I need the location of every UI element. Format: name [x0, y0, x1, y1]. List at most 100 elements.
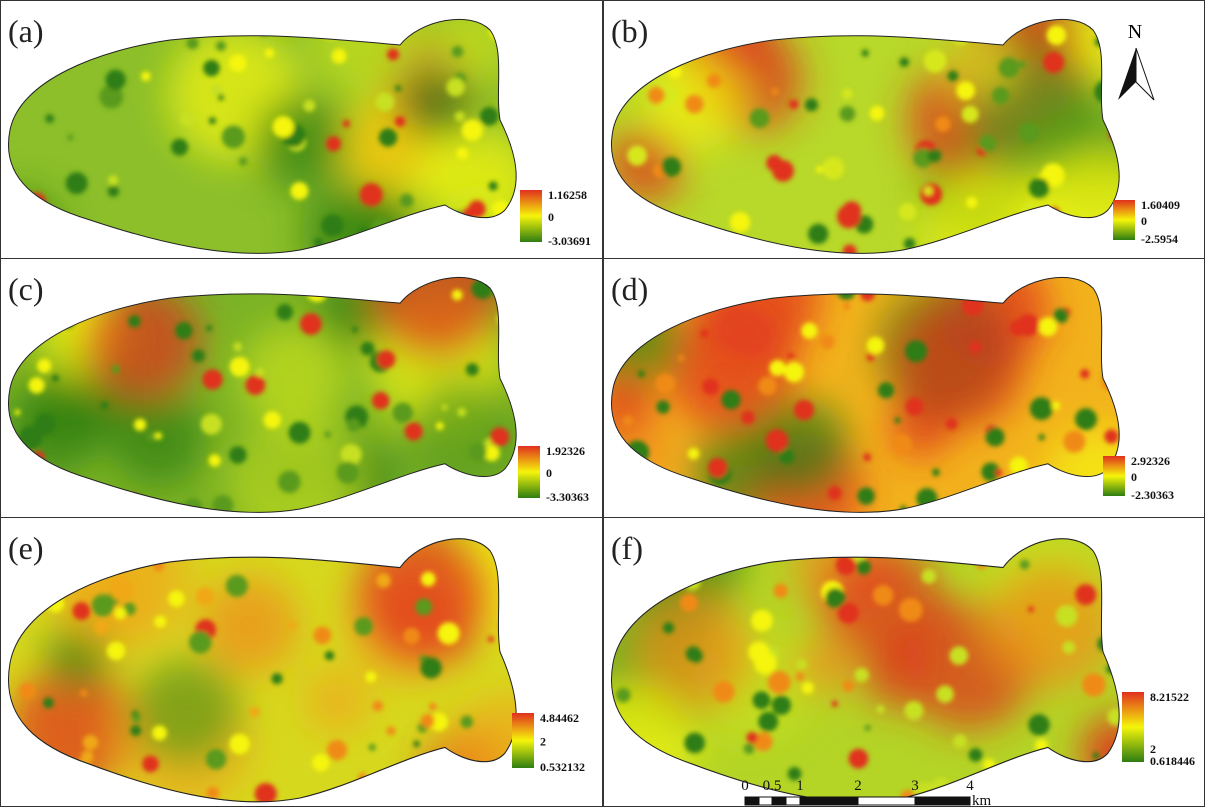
legend-max: 1.92326: [546, 444, 585, 458]
spot: [271, 673, 282, 684]
panel-label: (a): [8, 13, 44, 49]
spot: [630, 74, 640, 84]
spot: [927, 149, 941, 163]
legend-min: -3.30363: [546, 490, 589, 504]
spot: [337, 461, 359, 483]
spot: [796, 659, 806, 669]
spot: [758, 377, 777, 396]
spot: [854, 668, 868, 682]
spot: [837, 205, 861, 229]
spot: [324, 431, 331, 438]
spot: [787, 353, 794, 360]
spot: [654, 780, 671, 797]
spot: [616, 688, 630, 702]
spot: [713, 681, 735, 703]
legend-ramp: [518, 446, 540, 498]
spot: [986, 427, 1005, 446]
spot: [627, 146, 647, 166]
spot: [1075, 408, 1097, 430]
legend-min: -3.03691: [548, 234, 591, 248]
spot: [822, 157, 844, 179]
panel-label: (c): [8, 271, 44, 307]
spot: [300, 313, 322, 335]
spot: [772, 696, 791, 715]
spot: [656, 374, 676, 394]
patch: [200, 576, 298, 674]
spot: [45, 299, 64, 318]
spot: [392, 403, 413, 424]
spot: [730, 212, 751, 233]
spot: [1108, 330, 1129, 351]
spot: [130, 725, 141, 736]
spot: [876, 705, 884, 713]
scale-segment: [786, 797, 800, 805]
scale-segment: [759, 797, 772, 805]
spot: [352, 496, 374, 518]
spot: [638, 370, 645, 377]
spot: [840, 106, 856, 122]
spot: [80, 689, 87, 696]
spot: [1097, 636, 1113, 652]
spot: [956, 81, 975, 100]
arrow-right: [1136, 48, 1154, 100]
spot: [674, 34, 680, 40]
spot: [277, 304, 293, 320]
spot: [894, 417, 900, 423]
spot: [856, 560, 871, 575]
scale-label: 1: [796, 778, 804, 794]
spot: [680, 594, 698, 612]
spot: [682, 502, 690, 510]
spot: [152, 725, 167, 740]
spot: [457, 408, 466, 417]
spot: [94, 620, 108, 634]
spot: [1109, 129, 1120, 140]
spot: [816, 166, 823, 173]
patch: [430, 0, 519, 87]
spot: [72, 303, 85, 316]
spot: [663, 622, 674, 633]
spot: [1017, 314, 1039, 336]
patch: [304, 667, 371, 734]
spot: [966, 197, 977, 208]
spot: [662, 157, 681, 176]
legend-ramp: [1122, 692, 1144, 762]
spot: [256, 368, 265, 377]
arrow-left: [1118, 48, 1136, 100]
spot: [218, 94, 224, 100]
spot: [168, 590, 185, 607]
spot: [230, 357, 250, 377]
spot: [245, 375, 265, 395]
spot: [437, 780, 450, 793]
panel-label: (b): [611, 13, 648, 49]
spot: [101, 402, 109, 410]
spot: [924, 187, 933, 196]
spot: [249, 707, 260, 718]
spot: [112, 782, 134, 804]
spot: [321, 214, 344, 237]
spot: [678, 355, 684, 361]
spot: [202, 369, 222, 389]
spot: [386, 726, 395, 735]
spot: [999, 57, 1020, 78]
spot: [415, 598, 432, 615]
legend-min: -2.30363: [1131, 488, 1174, 502]
scale-label: 2: [854, 778, 862, 794]
spot: [820, 334, 835, 349]
spot: [46, 757, 57, 768]
spot: [969, 748, 983, 762]
spot: [873, 585, 894, 606]
spot: [154, 616, 166, 628]
spot: [837, 282, 855, 300]
spot: [488, 636, 494, 642]
spot: [376, 573, 391, 588]
spot: [609, 204, 631, 226]
spot: [904, 701, 923, 720]
spot: [460, 716, 473, 729]
spot: [843, 245, 857, 259]
spot: [354, 617, 373, 636]
spot: [751, 610, 773, 632]
spot: [229, 734, 250, 755]
legend-ramp: [1113, 200, 1135, 240]
spot: [11, 330, 18, 337]
spot: [771, 88, 778, 95]
